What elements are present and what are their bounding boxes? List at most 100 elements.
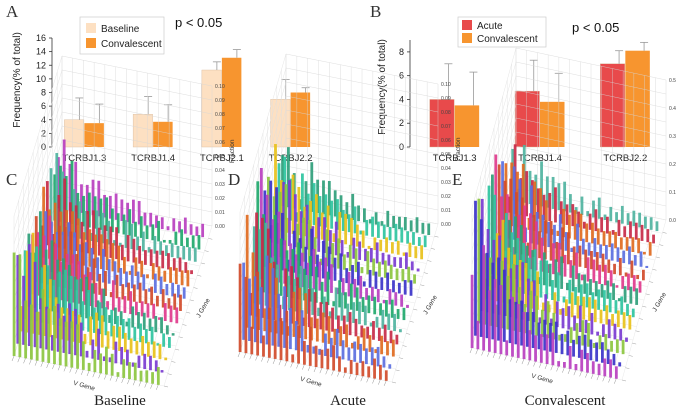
v-tick [150,383,153,389]
panel-b-ytick-label: 8 [399,47,404,57]
bar-3d [149,212,153,227]
bar-3d [591,361,595,374]
bar-3d [44,211,48,271]
bar-3d [320,212,324,240]
bar-3d [112,325,116,350]
bar-3d [616,310,620,328]
bar-3d [62,315,66,353]
bar-3d [121,284,125,300]
bar-3d [60,307,64,340]
bar-3d [105,239,109,271]
bar-3d [74,308,77,356]
fraction-axis-label: Fraction [229,139,236,163]
bar-3d [399,257,402,268]
bar-3d [583,274,587,294]
bar-3d [519,225,523,281]
bar-3d [333,190,337,217]
bar-3d [310,228,314,277]
bar-3d [163,303,167,321]
bar-3d [284,184,288,259]
v-tick [492,352,496,358]
bar-3d [554,187,557,223]
bar-3d [164,357,168,361]
bar-3d [175,307,179,324]
panel-a-legend-swatch-0 [86,23,96,33]
v-tick [284,361,287,367]
panel-b-legend-label-1: Convalescent [477,34,538,45]
bar-3d [262,335,265,357]
bar-3d [391,242,394,254]
grid-line [61,111,213,143]
bar-3d [343,367,347,373]
bar-3d [176,245,180,259]
bar-3d [608,231,612,248]
grid-line [285,137,439,169]
j-tick [186,311,191,314]
bar-3d [582,221,586,229]
bar-3d [349,283,353,310]
bar-3d [301,173,304,223]
bar-3d [35,246,39,322]
bar-3d [558,214,562,250]
bar-3d [522,311,526,360]
bar-3d [295,254,298,286]
bar-3d [543,319,547,351]
bar-3d [159,241,163,255]
bar-3d [144,250,147,265]
bar-3d [123,256,126,274]
z-tick-label: 0.08 [441,110,451,116]
bar-3d [617,219,621,236]
j-tick [182,324,187,326]
bar-3d [169,267,172,283]
bar-3d [341,340,345,360]
bar-3d [539,260,543,298]
bar-3d [368,269,372,288]
bar-3d [58,271,62,326]
z-tick-label: 0.06 [441,138,451,144]
j-tick [423,272,428,274]
bar-3d [557,361,561,367]
j-tick [171,361,176,363]
bar-3d [409,280,413,296]
bar-3d [48,279,52,338]
bar-3d [563,254,567,277]
bar-3d [251,252,255,329]
panel-b-legend-swatch-1 [462,33,472,43]
grid-line [515,47,667,81]
bar-3d [563,181,567,212]
bar-3d [87,289,91,332]
bar-3d [555,242,559,262]
bar-3d [126,202,130,223]
v-tick [17,357,20,363]
bar-3d [300,310,304,352]
bar-3d [58,318,62,366]
bar-3d [550,318,553,326]
bar-3d [613,323,617,340]
bar-3d [48,215,52,298]
grid-line [515,75,667,109]
bar-3d [332,301,336,307]
bar-3d [617,298,621,302]
bar-3d [538,317,542,324]
v-tick [34,360,38,366]
bar-3d [382,299,386,304]
panel-letter-c: C [6,170,17,189]
bar-3d [637,238,641,254]
bar-3d [565,299,568,316]
bar-3d [354,318,358,337]
bar-3d [53,305,56,365]
bar-3d [92,210,95,255]
bar-3d [509,268,513,318]
bar-3d [595,252,599,271]
v-tick [144,382,147,388]
bar-3d [119,311,123,326]
bar-3d [285,310,289,362]
bar-3d [413,274,416,284]
bar-3d [74,205,78,251]
bar-3d [355,287,359,311]
bar-3d [159,276,163,295]
bar-3d [173,293,177,310]
bar-3d [160,317,163,334]
bar-3d [352,237,356,259]
